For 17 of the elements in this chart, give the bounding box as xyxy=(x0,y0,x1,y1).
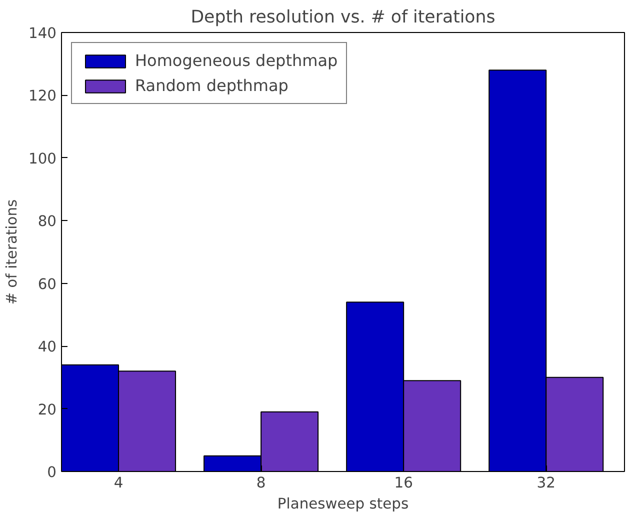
y-tick-label: 0 xyxy=(47,464,57,481)
x-tick-label: 4 xyxy=(114,474,124,492)
legend-label: Random depthmap xyxy=(135,76,288,95)
y-tick-label: 60 xyxy=(38,276,57,293)
y-tick-label: 80 xyxy=(38,213,57,230)
y-tick-label: 120 xyxy=(28,88,57,105)
x-axis-title: Planesweep steps xyxy=(277,496,409,512)
x-tick-label: 8 xyxy=(256,474,266,492)
x-tick-label: 32 xyxy=(536,474,556,492)
x-tick-label: 16 xyxy=(394,474,413,492)
chart-title: Depth resolution vs. # of iterations xyxy=(190,8,496,28)
y-tick-label: 20 xyxy=(38,401,57,418)
y-tick-label: 40 xyxy=(38,338,57,356)
y-tick-label: 100 xyxy=(28,150,57,168)
legend-label: Homogeneous depthmap xyxy=(135,51,338,70)
y-tick-label: 140 xyxy=(28,25,57,42)
y-axis-title: # of iterations xyxy=(4,199,21,305)
